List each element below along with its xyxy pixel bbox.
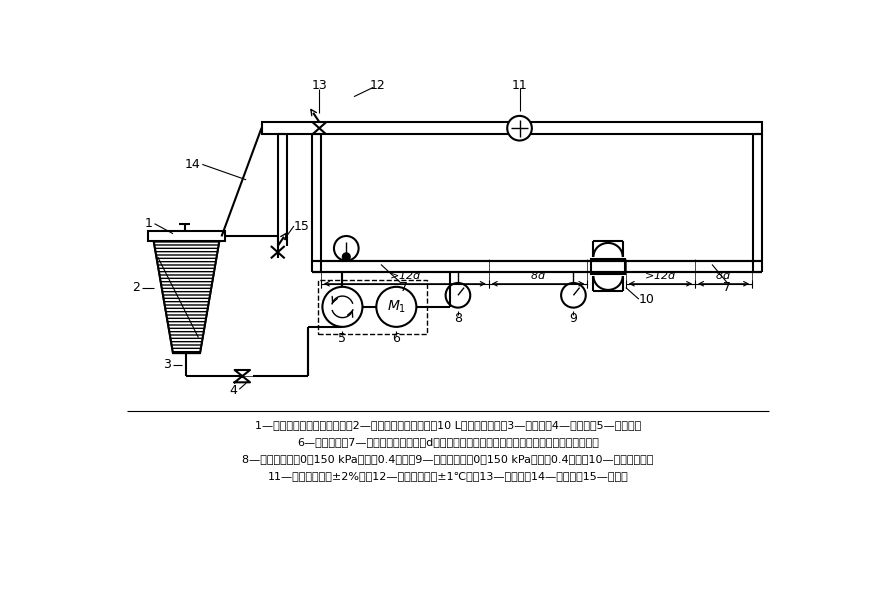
- Text: 4: 4: [229, 383, 237, 397]
- Text: 11: 11: [511, 79, 527, 92]
- Bar: [149, 232, 225, 241]
- Text: >12$d$: >12$d$: [644, 269, 676, 281]
- Text: 11—流量计（精度±2%）；12—温度计（精度±1℃）；13—调节鄀；14—回油管；15—旁通管: 11—流量计（精度±2%）；12—温度计（精度±1℃）；13—调节鄀；14—回油…: [267, 471, 628, 481]
- Text: 10: 10: [639, 293, 655, 305]
- Text: 12: 12: [369, 79, 385, 92]
- Text: >12$d$: >12$d$: [389, 269, 421, 281]
- Circle shape: [323, 287, 363, 327]
- Text: 8: 8: [454, 312, 462, 325]
- Text: 7: 7: [724, 281, 732, 294]
- Circle shape: [343, 253, 350, 260]
- Text: 9: 9: [570, 312, 578, 325]
- Text: 5: 5: [338, 332, 346, 345]
- Polygon shape: [154, 241, 219, 353]
- Text: 1—试验油笱盖，上有通气孔；2—试验油笱（容量不小于10 L，带翳边盖）；3—吸油管；4—旁通阀；5—叶片泵；: 1—试验油笱盖，上有通气孔；2—试验油笱（容量不小于10 L，带翳边盖）；3—吸…: [255, 420, 641, 430]
- Text: 3: 3: [163, 358, 170, 371]
- Text: 15: 15: [294, 220, 309, 232]
- Text: 8$d$: 8$d$: [530, 269, 546, 281]
- Text: 1: 1: [144, 217, 152, 230]
- Circle shape: [507, 116, 532, 140]
- Text: 6: 6: [392, 332, 400, 345]
- Polygon shape: [154, 241, 219, 353]
- Circle shape: [377, 287, 416, 327]
- Text: 8$d$: 8$d$: [716, 269, 732, 281]
- Bar: [591, 259, 625, 274]
- Text: 7: 7: [400, 281, 408, 294]
- Text: 2: 2: [132, 281, 140, 294]
- Text: 13: 13: [311, 79, 327, 92]
- Circle shape: [334, 236, 358, 260]
- Text: $M_1$: $M_1$: [386, 299, 406, 315]
- Text: 14: 14: [184, 158, 200, 171]
- Circle shape: [446, 283, 470, 308]
- Text: 8—压力表（量程0～150 kPa，精度0.4级）；9—差压计（量程0～150 kPa，精度0.4级）；10—被试滤清器；: 8—压力表（量程0～150 kPa，精度0.4级）；9—差压计（量程0～150 …: [242, 454, 654, 464]
- Text: 6—变速电机；7—滤清器连接管（内径d与滤清器相应的进出口孔径相同，直管长度如图所示）；: 6—变速电机；7—滤清器连接管（内径d与滤清器相应的进出口孔径相同，直管长度如图…: [297, 437, 599, 447]
- Circle shape: [561, 283, 586, 308]
- Bar: [318, 280, 427, 334]
- Bar: [261, 122, 762, 134]
